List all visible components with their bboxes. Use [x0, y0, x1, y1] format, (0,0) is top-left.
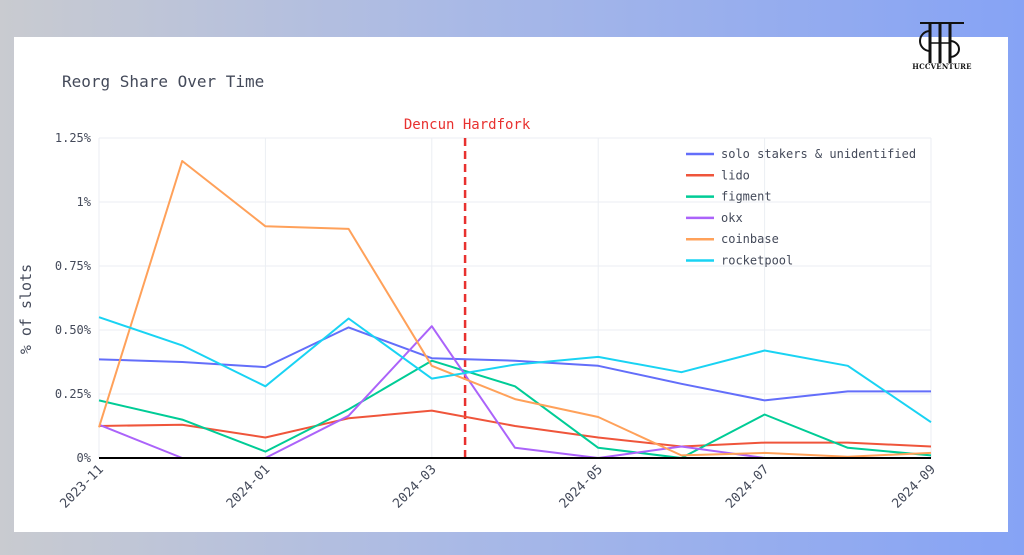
series-line-figment — [98, 359, 932, 459]
chart-card: Reorg Share Over Time Dencun Hardfork 0%… — [14, 37, 1008, 532]
hcc-monogram-icon — [919, 22, 964, 63]
legend-item[interactable]: okx — [686, 211, 743, 225]
legend-item[interactable]: coinbase — [686, 232, 779, 246]
y-tick-label: 1% — [77, 195, 92, 209]
y-tick-label: 0.25% — [55, 387, 92, 401]
legend-label: solo stakers & unidentified — [721, 147, 916, 161]
gridlines — [98, 137, 932, 458]
legend-item[interactable]: lido — [686, 168, 750, 182]
series-line-rocketpool — [98, 316, 932, 424]
legend-item[interactable]: rocketpool — [686, 254, 793, 268]
x-tick-label: 2024-05 — [557, 462, 606, 511]
y-tick-label: 1.25% — [55, 131, 92, 145]
legend-item[interactable]: solo stakers & unidentified — [686, 147, 916, 161]
annotation-layer: Dencun Hardfork — [404, 117, 531, 458]
y-tick-label: 0.50% — [55, 323, 92, 337]
series-line-solo-stakers-unidentified — [98, 326, 931, 402]
legend[interactable]: solo stakers & unidentified lido figment ok… — [686, 147, 916, 268]
chart-title: Reorg Share Over Time — [62, 72, 264, 91]
y-tick-label: 0% — [77, 451, 92, 465]
legend-label: rocketpool — [721, 254, 793, 268]
series-line-okx — [98, 325, 931, 459]
series-line-coinbase — [98, 160, 932, 458]
legend-label: coinbase — [721, 232, 779, 246]
legend-label: figment — [721, 190, 772, 204]
series-layer — [98, 160, 932, 459]
dencun-hardfork-label: Dencun Hardfork — [404, 117, 531, 133]
legend-label: lido — [721, 168, 750, 182]
x-tick-label: 2023-11 — [57, 462, 106, 511]
x-tick-label: 2024-09 — [889, 462, 938, 511]
y-axis-label: % of slots — [17, 264, 35, 354]
legend-item[interactable]: figment — [686, 190, 772, 204]
x-tick-label: 2024-01 — [224, 462, 273, 511]
series-line-lido — [98, 409, 932, 448]
legend-label: okx — [721, 211, 743, 225]
y-tick-label: 0.75% — [55, 259, 92, 273]
logo-text: HCCVENTURE — [912, 62, 972, 71]
line-chart: Reorg Share Over Time Dencun Hardfork 0%… — [17, 72, 939, 512]
x-tick-label: 2024-03 — [390, 462, 439, 511]
x-tick-label: 2024-07 — [723, 462, 772, 511]
